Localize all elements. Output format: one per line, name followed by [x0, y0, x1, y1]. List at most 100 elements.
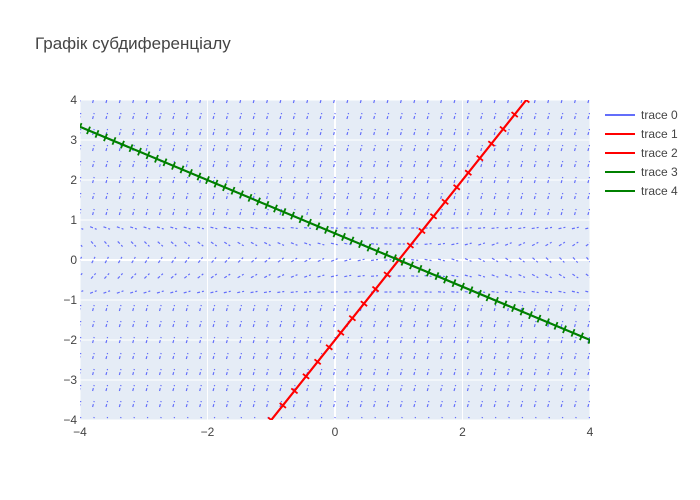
field-segment — [319, 304, 323, 312]
field-segment — [453, 176, 457, 184]
field-segment — [105, 368, 109, 376]
field-segment — [521, 416, 524, 420]
field-segment — [573, 320, 577, 328]
field-segment — [547, 336, 550, 344]
legend-item-trace-1[interactable]: trace 1 — [603, 125, 698, 144]
field-segment — [252, 176, 256, 184]
field-segment — [292, 128, 296, 136]
field-segment — [520, 192, 524, 200]
field-segment — [172, 352, 176, 360]
field-segment — [80, 304, 82, 311]
legend-item-trace-3[interactable]: trace 3 — [603, 163, 698, 182]
field-segment — [493, 128, 497, 136]
field-segment — [264, 257, 271, 263]
field-segment — [183, 226, 191, 230]
field-segment — [505, 257, 512, 263]
field-segment — [158, 352, 162, 360]
field-segment — [210, 226, 218, 230]
field-segment — [533, 160, 537, 168]
field-segment — [252, 320, 256, 328]
field-segment — [399, 192, 403, 200]
field-segment — [212, 192, 216, 200]
field-segment — [370, 275, 379, 277]
field-segment — [561, 416, 564, 420]
field-segment — [545, 290, 553, 294]
legend-item-trace-4[interactable]: trace 4 — [603, 182, 698, 201]
field-segment — [426, 160, 430, 168]
field-segment — [263, 226, 271, 230]
field-segment — [373, 176, 376, 184]
legend-item-trace-2[interactable]: trace 2 — [603, 144, 698, 163]
field-segment — [573, 352, 577, 360]
field-segment — [587, 304, 590, 312]
field-segment — [453, 384, 457, 392]
field-segment — [587, 160, 590, 168]
field-segment — [212, 384, 216, 392]
y-tick-label: −3 — [63, 373, 77, 387]
field-segment — [453, 128, 457, 136]
legend-item-trace-0[interactable]: trace 0 — [603, 106, 698, 125]
field-segment — [143, 226, 151, 230]
field-segment — [239, 160, 243, 168]
field-segment — [172, 128, 176, 136]
field-segment — [80, 272, 83, 277]
field-segment — [440, 112, 443, 120]
field-segment — [426, 176, 430, 184]
field-segment — [493, 208, 497, 216]
field-segment — [319, 192, 323, 200]
field-segment — [547, 176, 550, 184]
field-segment — [145, 352, 149, 360]
field-segment — [440, 144, 443, 152]
field-segment — [333, 416, 336, 420]
field-segment — [560, 192, 564, 200]
field-segment — [319, 400, 323, 408]
field-segment — [80, 384, 82, 391]
field-segment — [426, 352, 430, 360]
field-segment — [520, 128, 524, 136]
field-segment — [493, 192, 497, 200]
series-tick-3 — [587, 337, 590, 345]
field-segment — [558, 241, 566, 247]
field-segment — [373, 160, 376, 168]
field-segment — [560, 384, 564, 392]
field-segment — [118, 304, 122, 312]
field-segment — [92, 416, 95, 420]
field-segment — [547, 416, 550, 420]
field-segment — [80, 290, 84, 293]
field-segment — [533, 320, 537, 328]
field-segment — [266, 384, 269, 392]
field-segment — [212, 400, 216, 408]
field-segment — [373, 384, 376, 392]
field-segment — [92, 192, 95, 200]
field-segment — [573, 144, 577, 152]
field-segment — [533, 128, 537, 136]
x-tick-label: −4 — [73, 425, 87, 439]
field-segment — [558, 290, 566, 294]
field-segment — [426, 384, 430, 392]
field-segment — [399, 100, 402, 104]
field-segment — [223, 226, 231, 230]
field-segment — [453, 144, 457, 152]
field-segment — [319, 384, 323, 392]
field-segment — [332, 320, 336, 328]
field-segment — [426, 208, 430, 216]
field-segment — [453, 368, 457, 376]
field-segment — [225, 112, 229, 120]
series-tick-1 — [524, 100, 530, 104]
field-segment — [560, 368, 564, 376]
field-segment — [145, 320, 149, 328]
field-segment — [480, 100, 483, 104]
field-segment — [440, 100, 443, 104]
field-segment — [290, 274, 298, 278]
field-segment — [346, 336, 350, 344]
field-segment — [424, 243, 432, 245]
field-segment — [212, 112, 216, 120]
field-segment — [132, 112, 135, 120]
field-segment — [451, 274, 459, 278]
field-segment — [279, 400, 283, 408]
y-tick-label: 3 — [70, 133, 77, 147]
field-segment — [491, 274, 499, 278]
field-segment — [118, 208, 122, 216]
field-segment — [158, 128, 162, 136]
field-segment — [386, 368, 390, 376]
